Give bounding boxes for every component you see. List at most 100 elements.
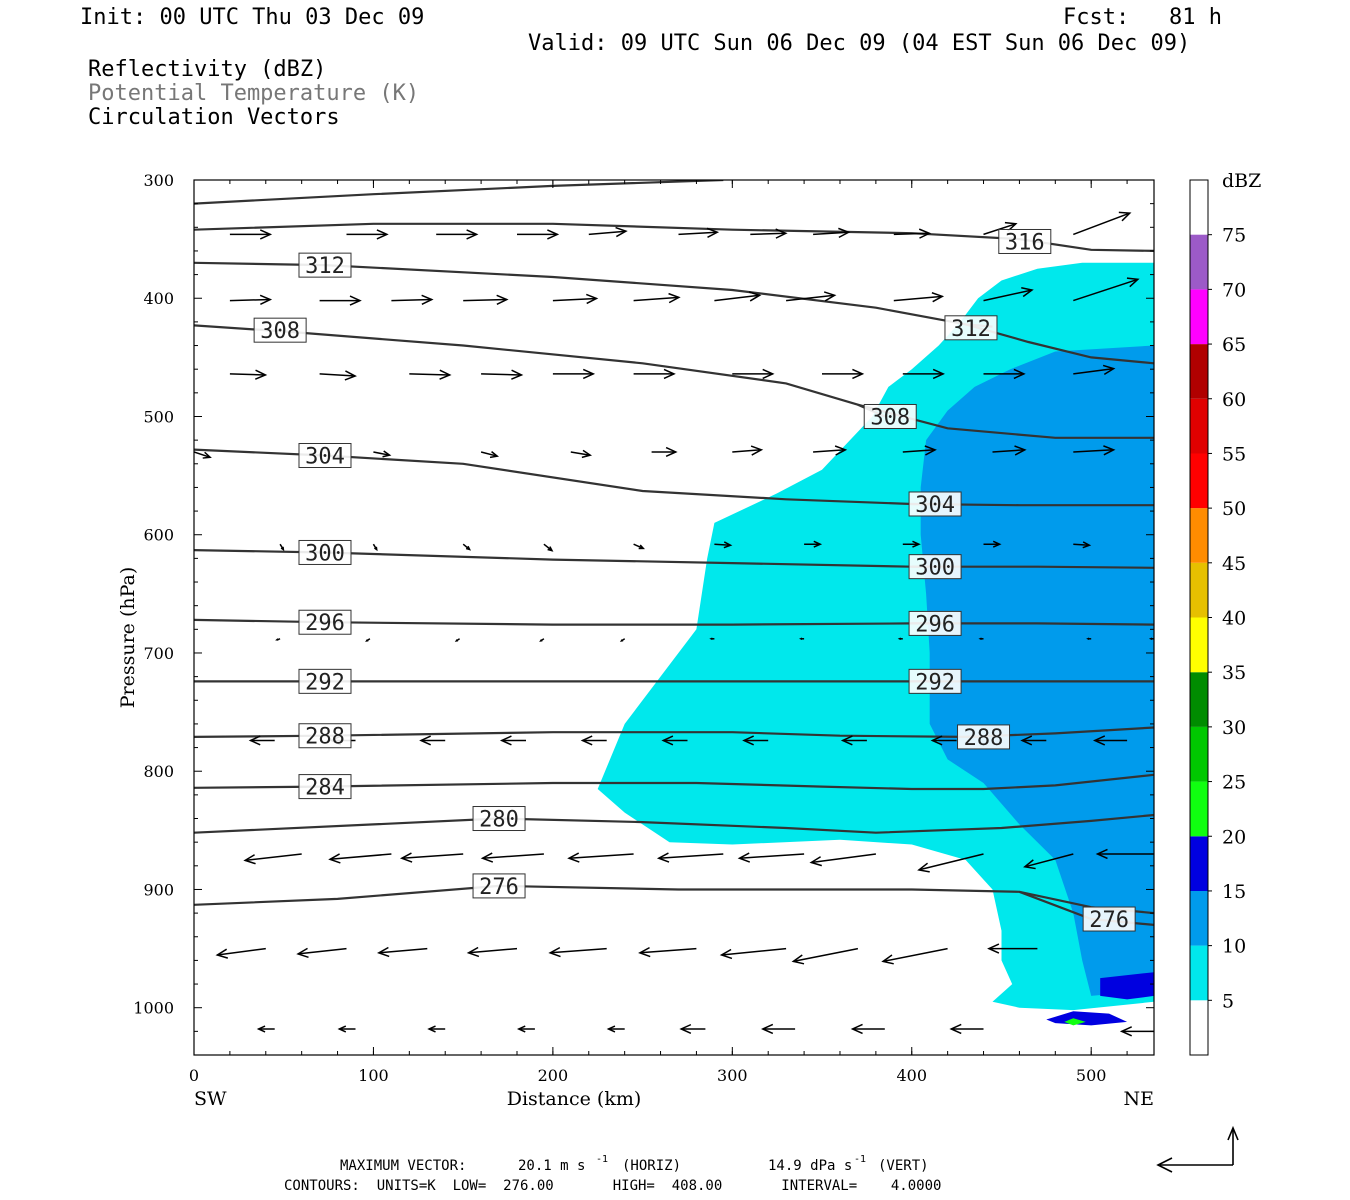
vector-head: [454, 639, 459, 642]
vector-arrow: [893, 228, 932, 239]
theta-label-text: 276: [479, 875, 519, 900]
vector-head: [799, 637, 803, 641]
vector-arrow: [978, 637, 984, 641]
vector-head: [1095, 848, 1108, 860]
theta-label-box: [863, 403, 917, 429]
vector-head: [775, 228, 788, 239]
vector-shaft: [588, 230, 626, 236]
vector-head: [344, 370, 357, 381]
vector-head: [328, 853, 341, 864]
theta-label-288: 288: [298, 723, 352, 750]
max-vert-value: 14.9 dPa s: [768, 1158, 853, 1174]
vector-head: [978, 637, 982, 641]
theta-label-text: 304: [915, 493, 955, 518]
vector-shaft: [893, 232, 930, 236]
vector-head: [496, 294, 509, 305]
reflectivity-ge15b: [1046, 1011, 1128, 1026]
vector-head: [615, 226, 628, 238]
vector-shaft: [1073, 449, 1114, 453]
theta-label-280: 280: [472, 806, 526, 833]
theta-label-276: 276: [472, 873, 526, 900]
reflectivity-fill: [597, 262, 1154, 1026]
vector-shaft: [678, 231, 718, 236]
vector-arrow: [337, 1025, 356, 1033]
colorbar-label: 25: [1222, 772, 1246, 794]
vector-head: [376, 229, 389, 240]
theta-label-text: 300: [305, 541, 345, 566]
vector-arrow: [296, 947, 347, 958]
vector-arrow: [436, 229, 479, 240]
vector-arrow: [678, 227, 720, 238]
x-tick-label: 100: [358, 1066, 389, 1085]
vector-arrow: [606, 1025, 625, 1033]
vector-arrow: [570, 449, 593, 459]
vector-shaft: [1073, 367, 1114, 375]
theta-contour-288: [194, 726, 1154, 739]
theta-label-text: 296: [305, 611, 345, 636]
vert-exponent: -1: [854, 1154, 867, 1165]
theta-label-text: 292: [915, 670, 955, 695]
theta-label-304: 304: [908, 491, 962, 518]
vector-arrow: [799, 637, 805, 641]
vector-shaft: [468, 947, 518, 954]
theta-label-text: 308: [260, 319, 300, 344]
vector-shaft: [245, 853, 302, 862]
vector-head: [668, 292, 681, 304]
colorbar-swatch: [1190, 234, 1208, 290]
theta-label-box: [908, 668, 962, 694]
vector-head: [280, 546, 285, 552]
vector-head: [838, 227, 851, 239]
theta-label-300: 300: [298, 539, 352, 566]
vector-arrow: [373, 450, 392, 458]
vector-arrow: [987, 943, 1038, 954]
vector-shaft: [1073, 543, 1090, 547]
colorbar-label: 75: [1222, 225, 1246, 247]
vector-head: [254, 369, 268, 380]
vector-shaft: [721, 947, 787, 956]
theta-contour-312: [194, 261, 1154, 365]
colorbar-swatch: [1190, 726, 1208, 782]
vector-shaft: [481, 373, 522, 376]
vector-head: [737, 852, 751, 863]
vector-head: [750, 445, 764, 456]
vector-head: [539, 639, 543, 642]
vector-head: [1004, 221, 1018, 232]
theta-label-box: [298, 443, 352, 469]
vector-shaft: [902, 449, 936, 453]
vector-head: [256, 1025, 266, 1033]
vector-head: [723, 541, 733, 549]
vector-arrow: [750, 228, 788, 239]
vector-shaft: [482, 853, 544, 859]
vector-head: [1148, 637, 1153, 641]
x-tick-label: 300: [717, 1066, 748, 1085]
vector-arrow: [619, 638, 626, 642]
vector-arrow: [949, 1023, 984, 1035]
y-tick-label: 300: [143, 171, 174, 190]
theta-label-276: 276: [1082, 906, 1136, 933]
colorbar-swatch: [1190, 1000, 1208, 1055]
vector-shaft: [552, 297, 597, 302]
vector-arrow: [372, 543, 378, 552]
x-end-label-sw: SW: [194, 1088, 227, 1110]
vector-arrow: [243, 853, 302, 865]
theta-label-284: 284: [298, 774, 352, 801]
vector-head: [373, 546, 378, 552]
y-axis-label: Pressure (hPa): [117, 567, 139, 709]
vector-head: [813, 540, 823, 548]
vector-head: [1086, 637, 1090, 641]
theta-label-316: 316: [998, 228, 1052, 255]
vector-head: [852, 368, 865, 380]
vector-arrow: [1073, 445, 1116, 456]
vector-arrow: [248, 735, 275, 746]
vector-shaft: [409, 373, 450, 376]
colorbar-label: 60: [1222, 389, 1246, 411]
theta-contour-284: [194, 773, 1154, 791]
vector-shaft: [229, 298, 271, 302]
vector-head: [466, 229, 479, 240]
reflectivity-ge20: [1064, 1018, 1086, 1026]
theta-label-304: 304: [298, 443, 352, 470]
theta-label-box: [1082, 906, 1136, 932]
vector-arrow: [902, 445, 937, 456]
vector-shaft: [813, 449, 846, 453]
vector-arrow: [275, 638, 281, 641]
